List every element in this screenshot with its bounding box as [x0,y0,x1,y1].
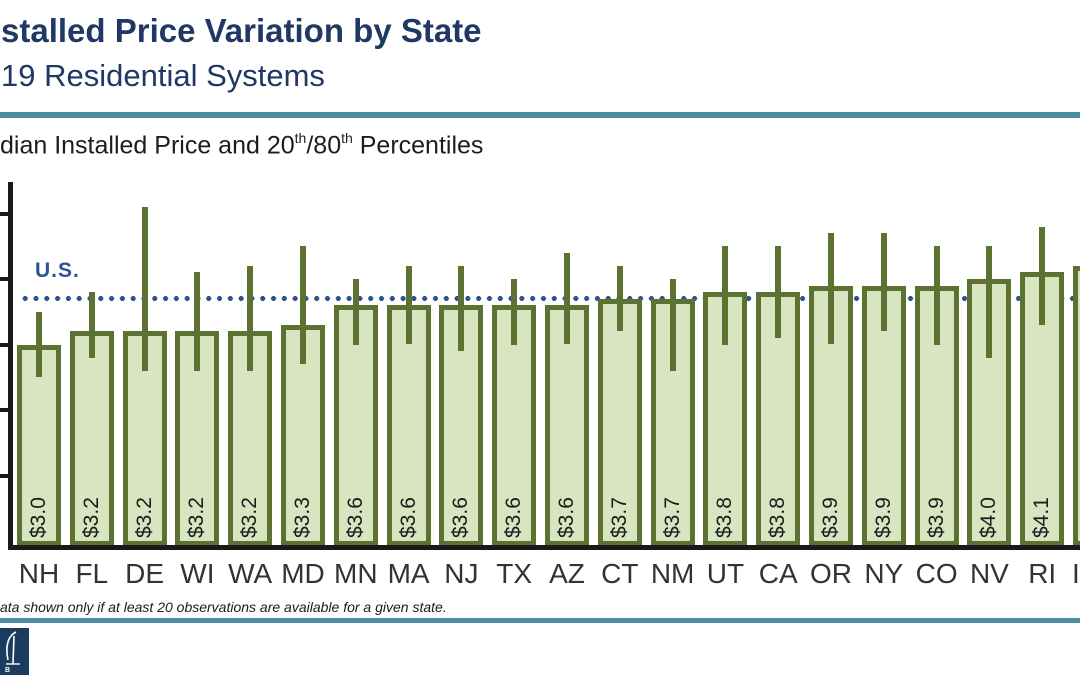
state-label-CT: CT [601,558,639,589]
state-label-CA: CA [758,558,798,589]
bar-value-label-UT: $3.8 [713,497,737,538]
whisker-OR [828,233,834,345]
state-label-WI: WI [180,558,215,589]
y-axis-tick [0,473,9,478]
state-label-UT: UT [706,558,745,589]
whisker-AZ [564,252,570,345]
state-label-MA: MA [387,558,430,589]
whisker-CT [616,265,623,332]
whisker-MN [352,279,359,345]
whisker-FL [88,292,95,358]
berkeley-lab-logo: B [0,628,29,675]
state-label-NH: NH [18,558,60,589]
bottom-divider [0,618,1080,623]
bar-partial [1073,265,1080,546]
bar-value-label-MA: $3.6 [396,497,420,538]
state-label-DE: DE [125,558,165,589]
us-reference-line [22,294,1080,302]
bar-value-label-AZ: $3.6 [555,497,578,538]
us-reference-label: U.S. [35,259,80,282]
chart-heading-text-2: /80 [306,131,342,160]
lab-logo-text: B [5,667,11,674]
whisker-WI [194,272,201,371]
bar-value-label-NH: $3.0 [27,497,50,538]
state-label-RI: RI [1028,558,1057,589]
state-label-TX: TX [496,558,533,589]
whisker-DE [141,206,148,371]
bar-AZ [545,305,589,546]
whisker-MD [300,246,306,365]
whisker-NM [669,279,676,371]
bar-value-label-WI: $3.2 [185,497,209,538]
bar-value-label-DE: $3.2 [132,497,156,538]
state-label-AZ: AZ [549,558,585,589]
state-label-NM: NM [650,558,695,589]
bar-value-label-NV: $4.0 [977,497,1001,538]
bar-value-label-TX: $3.6 [502,497,526,538]
state-label-WA: WA [228,558,273,589]
y-axis-tick [0,342,9,347]
state-label-OR: OR [810,558,852,589]
bar-TX [492,305,537,546]
page-subtitle: 19 Residential Systems [1,58,325,93]
bar-value-label-MD: $3.3 [291,497,314,538]
whisker-RI [1039,226,1046,325]
bar-value-label-NM: $3.7 [660,497,684,538]
chart-heading: dian Installed Price and 20th/80th Perce… [0,130,484,160]
whisker-NV [986,246,993,358]
state-label-NV: NV [969,558,1009,589]
chart-heading-sup-2: th [341,130,353,146]
chart-heading-text-1: dian Installed Price and 20 [0,131,295,160]
bar-value-label-FL: $3.2 [79,497,103,538]
x-axis-line [8,545,1080,550]
whisker-UT [722,246,729,345]
bar-value-label-WA: $3.2 [238,497,262,538]
y-axis-tick [0,408,9,412]
state-label-CO: CO [915,558,958,589]
bar-value-label-NJ: $3.6 [449,497,473,538]
chart-heading-text-3: Percentiles [352,131,484,160]
whisker-NY [880,233,887,332]
bar-value-label-OR: $3.9 [819,497,842,538]
whisker-MA [405,265,412,345]
bar-NY [861,285,906,546]
bar-value-label-CO: $3.9 [924,497,948,538]
bar-value-label-NY: $3.9 [871,497,895,538]
whisker-NJ [458,265,465,352]
bar-NV [967,279,1012,546]
lab-logo-glyph [6,631,20,665]
state-label-MN: MN [334,558,378,589]
state-label-NY: NY [864,558,904,589]
page-title: stalled Price Variation by State [1,12,482,49]
y-axis-tick [0,211,9,216]
bar-NH [17,344,61,546]
whisker-CO [933,246,940,345]
whisker-CA [775,246,782,338]
y-axis-line [8,182,13,547]
bar-value-label-CT: $3.7 [607,497,631,538]
bar-RI [1020,272,1065,546]
whisker-TX [511,279,518,345]
bar-value-label-RI: $4.1 [1030,497,1054,538]
bar-value-label-MN: $3.6 [343,497,367,538]
bar-MA [386,305,431,546]
chart-heading-sup-1: th [294,130,307,146]
whisker-NH [36,311,42,378]
partial-state-label: I [1072,558,1080,589]
y-axis-tick [0,277,9,281]
bar-value-label-CA: $3.8 [766,497,790,538]
state-label-MD: MD [281,558,325,589]
bar-FL [69,331,114,546]
footnote: ata shown only if at least 20 observatio… [0,599,447,615]
state-label-NJ: NJ [444,558,479,589]
top-divider [0,112,1080,118]
state-label-FL: FL [75,558,109,589]
whisker-WA [247,265,254,371]
